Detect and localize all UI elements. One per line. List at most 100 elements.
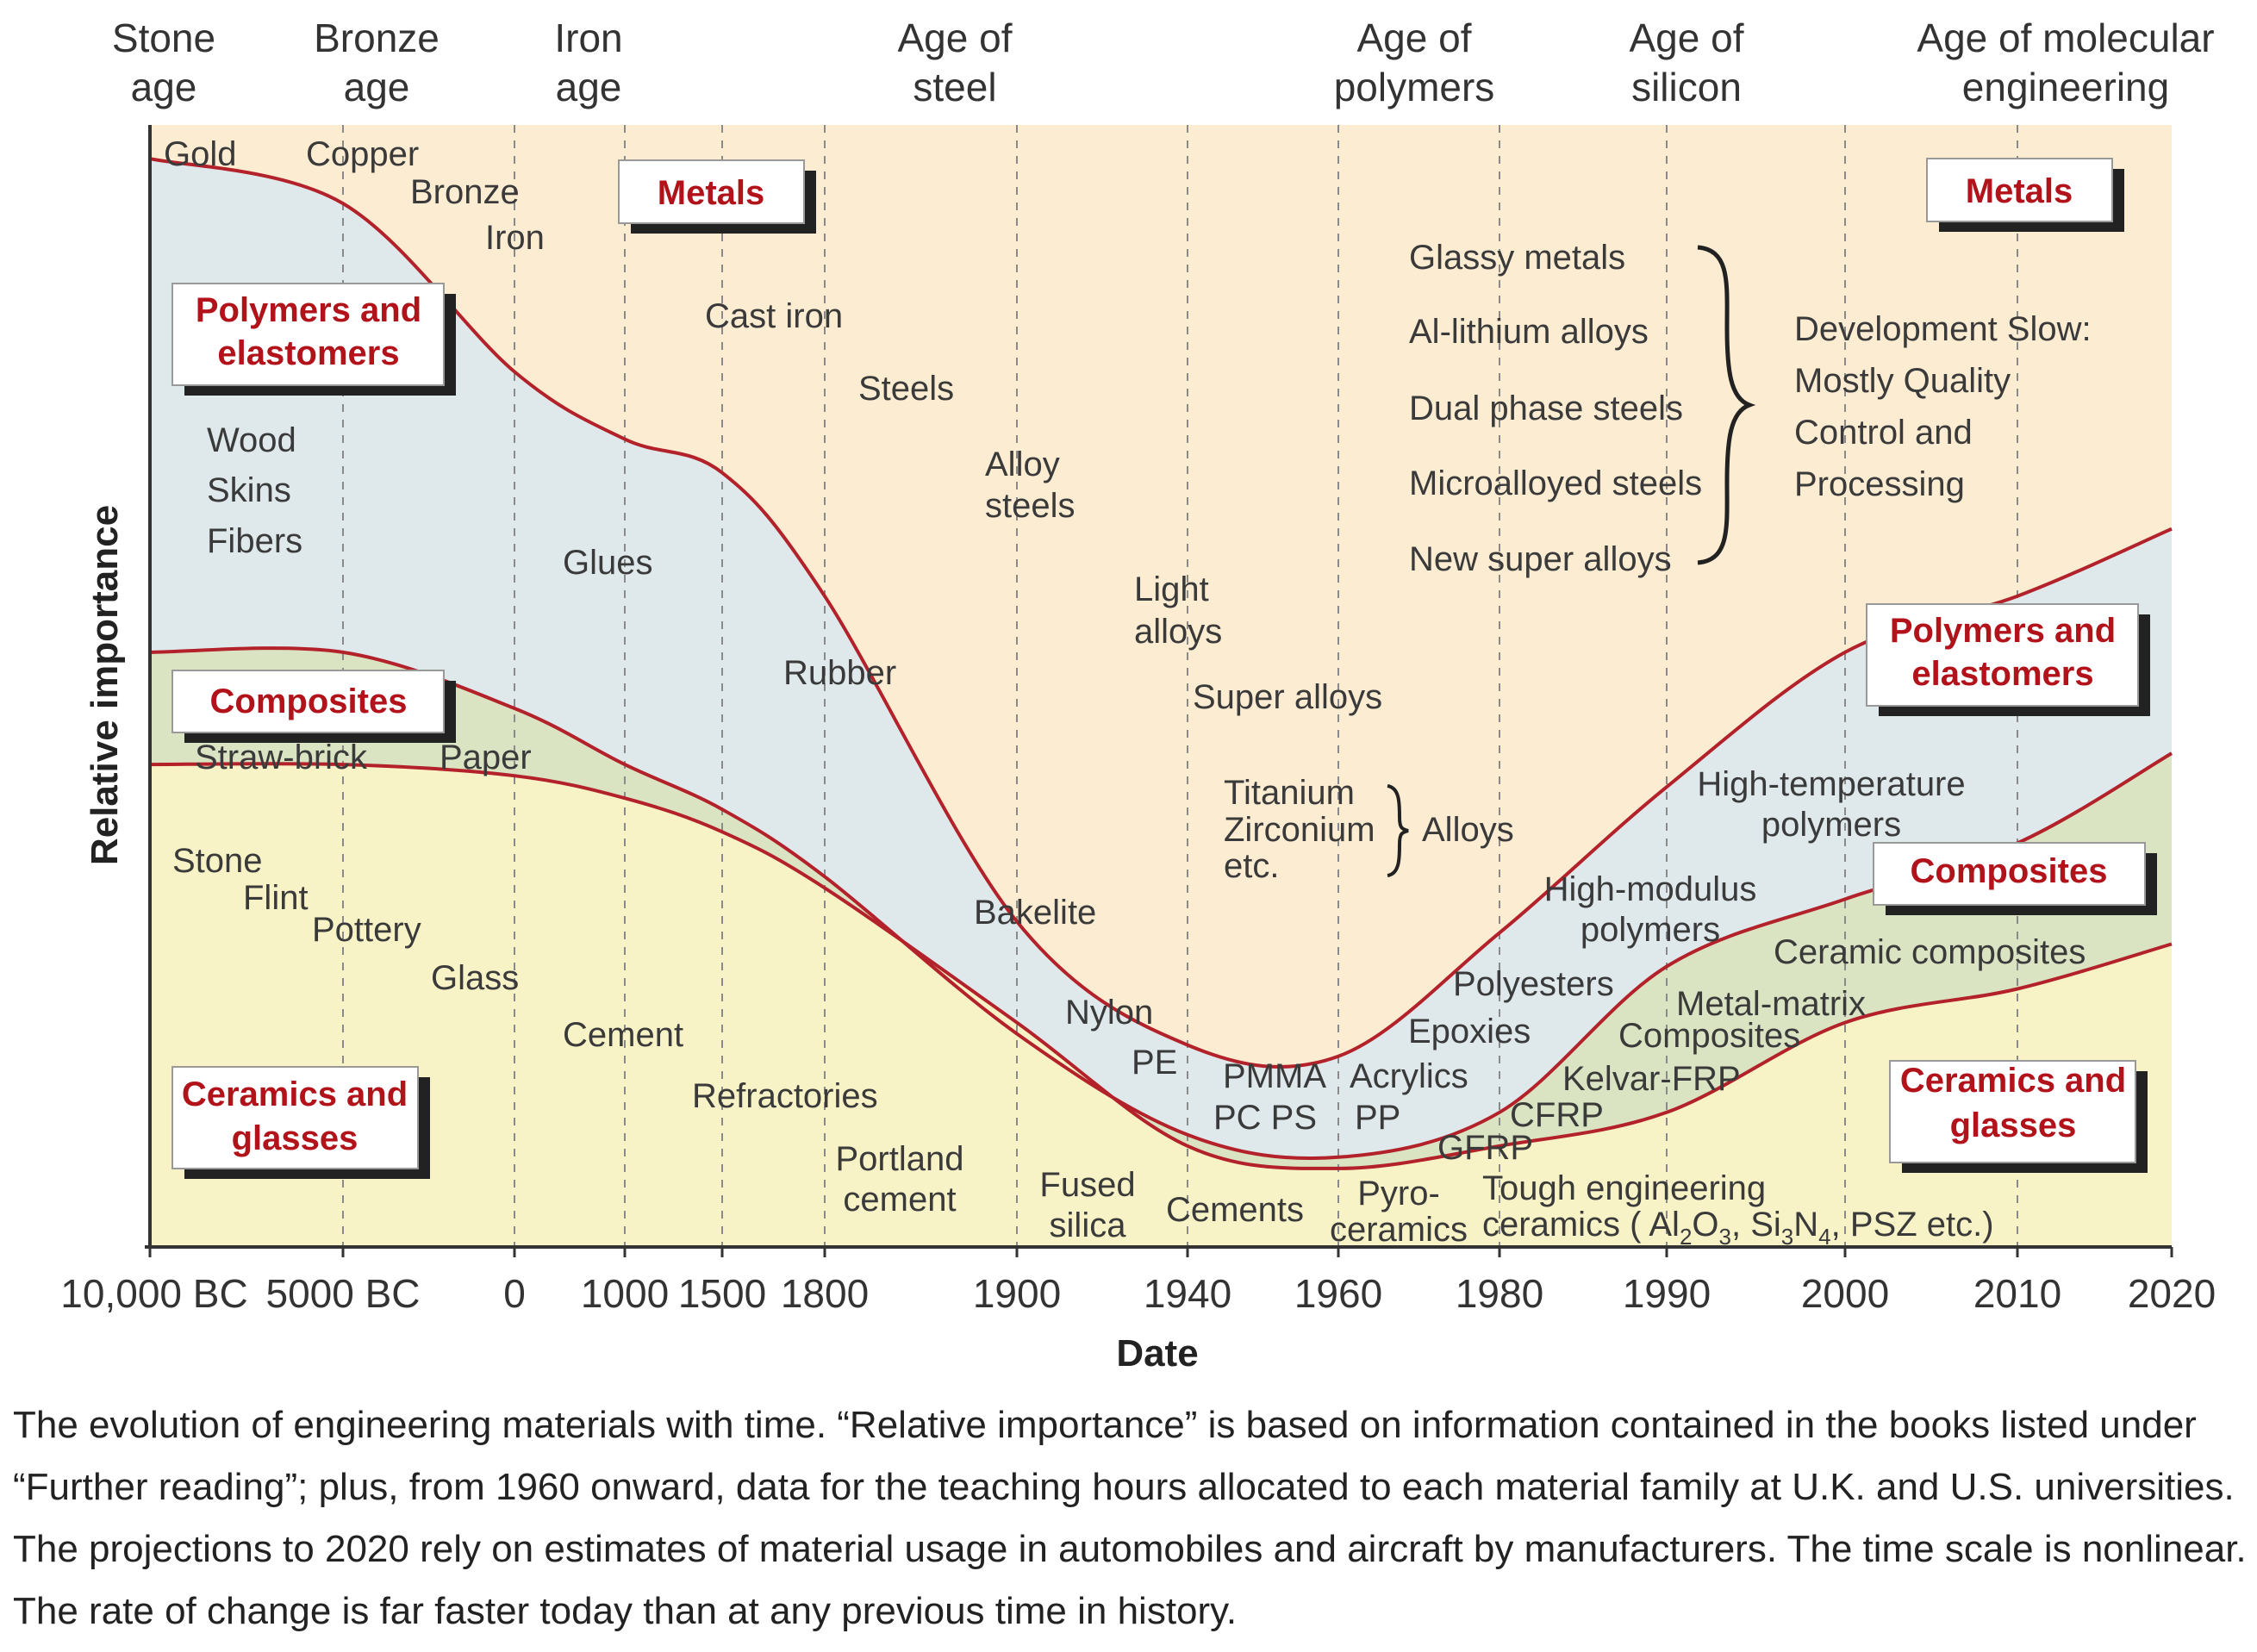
family-box-ceramics-left: Ceramics and glasses [171, 1066, 430, 1179]
x-tick-label: 1800 [781, 1271, 869, 1316]
era-label-line1: Age of molecular [1917, 16, 2214, 60]
annotation-iron: Iron [485, 219, 545, 257]
caption-line: The projections to 2020 rely on estimate… [13, 1528, 2247, 1570]
annotation-copper: Copper [306, 135, 419, 173]
era-label-line1: Age of [1630, 16, 1744, 60]
era-label-line1: Age of [898, 16, 1013, 60]
annotation-pmma: PMMA [1223, 1057, 1326, 1095]
annotation-pottery: Pottery [312, 911, 421, 949]
annotation-high-temperature: polymers [1761, 806, 1901, 844]
annotation-cfrp: CFRP [1510, 1096, 1604, 1134]
family-box-label: elastomers [1911, 655, 2093, 693]
annotation-portland: Portland [836, 1140, 964, 1178]
annotation-development: Mostly Quality [1794, 362, 2011, 400]
family-box-label: glasses [1950, 1107, 2077, 1144]
era-label-line2: polymers [1334, 65, 1495, 109]
annotation-polyesters: Polyesters [1453, 965, 1614, 1003]
annotation-light-alloys: Light [1134, 570, 1209, 608]
era-label-line2: age [344, 65, 410, 109]
tick-labels: 10,000 BC 5000 BC 0 1000 1500 1800 1900 1940 196… [60, 1271, 2216, 1316]
y-axis-label: Relative importance [84, 505, 126, 865]
era-label-line2: age [556, 65, 622, 109]
annotation-paper: Paper [440, 739, 532, 776]
annotation-high-modulus: High-modulus [1544, 870, 1757, 908]
era-label-line1: Stone [112, 16, 215, 60]
region-ceramics [150, 764, 2172, 1247]
family-box-label: elastomers [217, 334, 399, 372]
annotation-stone: Stone [172, 842, 263, 880]
x-tick-label: 1900 [973, 1271, 1061, 1316]
annotation-straw-brick: Straw-brick [195, 739, 368, 776]
era-label-line2: steel [913, 65, 996, 109]
annotation-fused: silica [1050, 1206, 1127, 1244]
annotation-metal-matrix: Composites [1618, 1017, 1800, 1055]
era-label-line1: Iron [554, 16, 622, 60]
annotation-acrylics: Acrylics [1350, 1057, 1468, 1095]
annotation-fibers: Fibers [207, 522, 302, 560]
materials-evolution-chart: 10,000 BC 5000 BC 0 1000 1500 1800 1900 1940 196… [60, 16, 2216, 1375]
family-box-metals-right: Metals [1926, 158, 2124, 232]
x-tick-label: 1980 [1456, 1271, 1543, 1316]
x-tick-label: 2000 [1801, 1271, 1889, 1316]
family-box-composites-right: Composites [1873, 842, 2157, 915]
annotation-pp: PP [1355, 1099, 1400, 1137]
family-box-label: Metals [1966, 172, 2073, 210]
figure-caption: The evolution of engineering materials w… [13, 1394, 2254, 1643]
family-box-label: Composites [210, 683, 408, 720]
annotation-high-modulus: polymers [1581, 911, 1720, 949]
annotation-glassy-metals: Glassy metals [1409, 239, 1625, 277]
boundary-curve-composites-polymers [149, 646, 2173, 1161]
annotation-cements: Cements [1166, 1191, 1304, 1229]
annotation-alloy-steels: steels [985, 487, 1076, 525]
x-tick-label: 2010 [1973, 1271, 2061, 1316]
family-box-label: Polymers and [1890, 612, 2116, 650]
era-labels: Stone age Bronze age Iron age Age of ste… [112, 16, 2215, 109]
era-label-line1: Bronze [314, 16, 440, 60]
region-fills [150, 125, 2172, 1247]
boundary-curve-polymers-metals [149, 157, 2173, 1069]
family-box-label: Ceramics and [182, 1075, 408, 1113]
annotation-zirconium: Zirconium [1224, 811, 1375, 849]
annotation-pyro: ceramics [1330, 1211, 1468, 1249]
annotation-alloys: Alloys [1422, 811, 1514, 849]
annotation-skins: Skins [207, 471, 291, 509]
family-box-composites-left: Composites [171, 670, 456, 743]
annotation-kelvar: Kelvar-FRP [1562, 1060, 1741, 1098]
annotation-refractories: Refractories [692, 1077, 878, 1115]
right-brace-icon [1697, 245, 1756, 565]
annotation-tough-ceramics: ceramics ( Al2O3, Si3N4, PSZ etc.) [1482, 1206, 1994, 1250]
annotation-new-super: New super alloys [1409, 540, 1672, 578]
annotation-glass: Glass [431, 959, 519, 997]
x-tick-label: 1940 [1144, 1271, 1231, 1316]
tick-marks [148, 1247, 2173, 1257]
family-box-ceramics-right: Ceramics and glasses [1889, 1060, 2148, 1173]
annotation-titanium: Titanium [1224, 774, 1355, 812]
annotation-bronze: Bronze [410, 173, 520, 211]
family-box-label: glasses [232, 1119, 359, 1157]
annotation-cast-iron: Cast iron [705, 297, 843, 335]
annotation-bakelite: Bakelite [974, 894, 1096, 932]
annotation-development: Processing [1794, 465, 1965, 503]
small-brace-icon [1387, 784, 1409, 877]
family-box-label: Polymers and [196, 291, 421, 329]
annotation-cement: Cement [563, 1016, 683, 1054]
metal-annotations: Gold Copper Bronze Iron Cast iron Steels… [164, 135, 2092, 885]
annotation-epoxies: Epoxies [1408, 1013, 1531, 1050]
annotation-development: Control and [1794, 414, 1973, 452]
x-tick-label: 1000 [581, 1271, 669, 1316]
annotation-flint: Flint [243, 879, 309, 917]
x-tick-label: 10,000 BC [60, 1271, 247, 1316]
annotation-fused: Fused [1039, 1166, 1135, 1204]
x-tick-label: 2020 [2128, 1271, 2216, 1316]
annotation-dual-phase: Dual phase steels [1409, 390, 1683, 427]
family-box-metals-left: Metals [618, 159, 816, 234]
annotation-wood: Wood [207, 421, 296, 459]
family-box-label: Composites [1911, 852, 2108, 890]
annotation-etc: etc. [1224, 847, 1279, 885]
polymer-annotations: Wood Skins Fibers Glues Rubber Bakelite … [207, 421, 1966, 1137]
era-label-line2: engineering [1962, 65, 2169, 109]
family-box-label: Metals [658, 174, 765, 212]
family-box-label: Ceramics and [1900, 1062, 2126, 1100]
caption-line: The rate of change is far faster today t… [13, 1590, 1238, 1632]
family-box-polymers-right: Polymers and elastomers [1866, 603, 2150, 716]
